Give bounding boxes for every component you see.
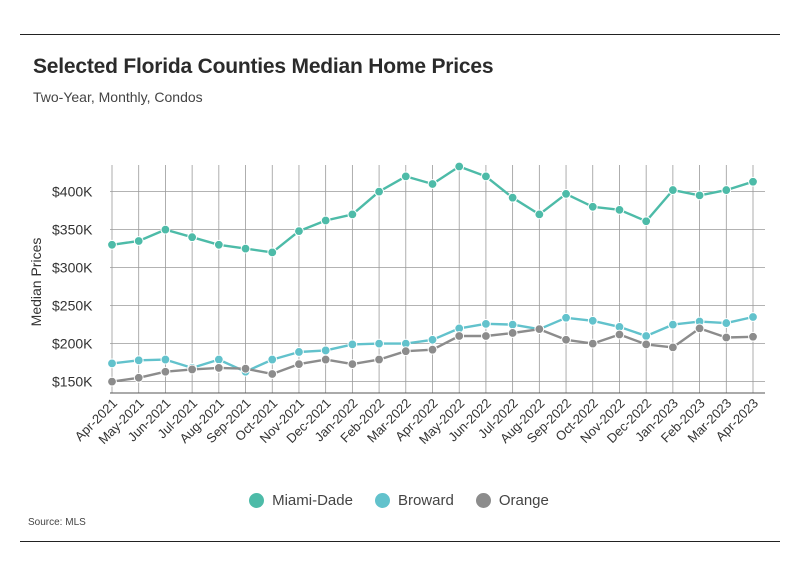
- y-axis-label: Median Prices: [28, 238, 44, 327]
- legend-swatch-orange: [475, 493, 491, 508]
- data-point-miami-dade: [320, 215, 331, 226]
- legend-item-broward: Broward: [374, 492, 454, 509]
- y-tick-label: $300K: [52, 260, 93, 276]
- data-point-orange: [561, 334, 571, 345]
- data-point-broward: [641, 331, 652, 341]
- legend-label-miami-dade: Miami-Dade: [272, 492, 353, 509]
- data-point-broward: [721, 318, 732, 328]
- data-point-broward: [294, 347, 304, 357]
- x-axis-ticks: Apr-2021May-2021Jun-2021Jul-2021Aug-2021…: [72, 396, 761, 447]
- data-point-orange: [187, 364, 198, 375]
- data-point-orange: [454, 331, 465, 341]
- data-point-orange: [481, 331, 491, 341]
- y-tick-label: $350K: [52, 222, 93, 238]
- data-point-miami-dade: [240, 243, 251, 254]
- source-note: Source: MLS: [28, 517, 86, 528]
- data-point-broward: [374, 338, 384, 349]
- data-point-orange: [694, 323, 705, 334]
- data-point-orange: [213, 363, 224, 373]
- data-point-broward: [667, 319, 678, 330]
- data-point-orange: [427, 344, 438, 355]
- data-point-orange: [374, 354, 384, 365]
- data-point-miami-dade: [107, 239, 117, 250]
- data-point-broward: [427, 334, 438, 345]
- legend-item-orange: Orange: [475, 492, 549, 509]
- data-point-miami-dade: [587, 201, 598, 212]
- data-point-orange: [267, 369, 278, 379]
- data-point-orange: [320, 354, 331, 365]
- legend-item-miami-dade: Miami-Dade: [249, 492, 353, 509]
- data-point-miami-dade: [374, 186, 384, 197]
- data-point-miami-dade: [561, 188, 571, 199]
- data-point-miami-dade: [667, 185, 678, 195]
- data-point-broward: [267, 354, 278, 365]
- data-point-miami-dade: [187, 232, 198, 243]
- legend-swatch-broward: [374, 493, 390, 508]
- data-point-miami-dade: [427, 179, 438, 189]
- data-point-miami-dade: [641, 216, 652, 227]
- data-point-orange: [507, 328, 518, 338]
- data-point-miami-dade: [133, 236, 144, 246]
- data-point-broward: [133, 355, 144, 366]
- bottom-rule: [20, 541, 780, 542]
- y-tick-label: $400K: [52, 184, 93, 200]
- data-point-miami-dade: [160, 224, 171, 235]
- grid-lines: [110, 165, 765, 394]
- data-point-orange: [534, 324, 545, 335]
- y-tick-label: $200K: [52, 336, 93, 352]
- chart-title: Selected Florida Counties Median Home Pr…: [33, 55, 494, 78]
- data-point-miami-dade: [267, 247, 278, 258]
- data-point-orange: [133, 372, 144, 383]
- data-point-broward: [160, 354, 171, 365]
- data-point-orange: [400, 346, 411, 357]
- legend: Miami-Dade Broward Orange: [0, 492, 798, 509]
- data-point-broward: [107, 358, 117, 369]
- data-point-broward: [748, 312, 758, 322]
- series-layer: [107, 161, 758, 387]
- y-tick-label: $250K: [52, 298, 93, 314]
- data-point-miami-dade: [614, 204, 625, 215]
- data-point-miami-dade: [507, 192, 518, 203]
- data-point-broward: [587, 315, 598, 326]
- data-point-orange: [347, 359, 358, 370]
- data-point-orange: [240, 363, 251, 374]
- data-point-miami-dade: [721, 185, 732, 195]
- top-rule: [20, 34, 780, 35]
- data-point-miami-dade: [481, 171, 491, 182]
- data-point-miami-dade: [400, 171, 411, 182]
- legend-label-orange: Orange: [498, 492, 549, 509]
- data-point-broward: [347, 339, 358, 350]
- data-point-orange: [721, 332, 732, 343]
- data-point-broward: [561, 312, 571, 323]
- data-point-orange: [748, 331, 758, 342]
- data-point-orange: [107, 376, 117, 387]
- data-point-miami-dade: [347, 209, 358, 220]
- data-point-broward: [213, 354, 224, 365]
- data-point-orange: [160, 366, 171, 377]
- data-point-miami-dade: [534, 209, 545, 220]
- legend-swatch-miami-dade: [249, 493, 265, 508]
- data-point-broward: [481, 318, 491, 329]
- data-point-broward: [320, 345, 331, 356]
- data-point-orange: [641, 339, 652, 350]
- data-point-miami-dade: [694, 190, 705, 201]
- chart-subtitle: Two-Year, Monthly, Condos: [33, 89, 203, 105]
- legend-label-broward: Broward: [397, 492, 454, 509]
- y-axis-ticks: $150K $200K $250K $300K $350K $400K: [52, 184, 93, 390]
- data-point-broward: [507, 319, 518, 330]
- data-point-miami-dade: [748, 176, 758, 187]
- data-point-orange: [667, 342, 678, 353]
- data-point-orange: [587, 338, 598, 349]
- data-point-miami-dade: [454, 161, 465, 172]
- data-point-miami-dade: [213, 239, 224, 250]
- data-point-orange: [614, 329, 625, 340]
- data-point-miami-dade: [294, 226, 304, 237]
- data-point-orange: [294, 359, 304, 370]
- y-tick-label: $150K: [52, 374, 93, 390]
